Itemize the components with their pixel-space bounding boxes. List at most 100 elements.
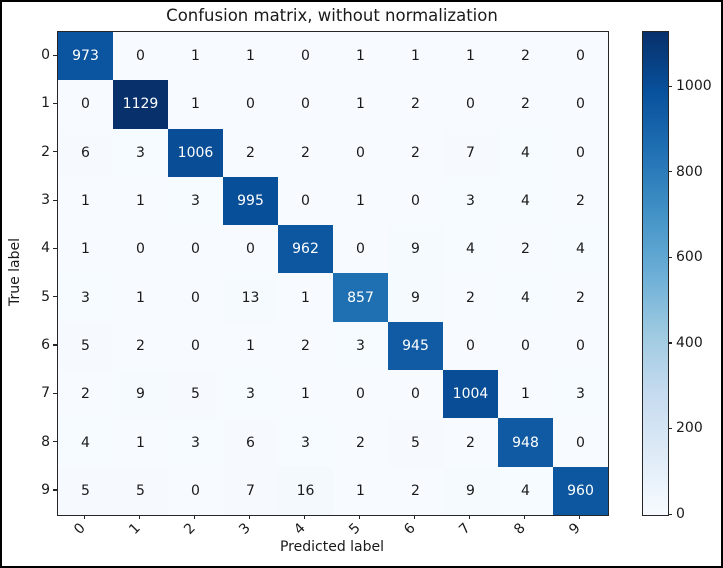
heatmap-cell: 4 — [498, 128, 553, 177]
x-tick-label: 0 — [70, 520, 89, 538]
heatmap-cell: 4 — [443, 225, 498, 274]
heatmap-cell: 2 — [553, 273, 608, 322]
heatmap-cell: 0 — [553, 32, 608, 81]
heatmap-cell: 0 — [278, 176, 333, 226]
y-tick-mark — [53, 247, 57, 250]
x-tick-label: 7 — [455, 520, 474, 538]
heatmap-cell: 9 — [388, 225, 443, 274]
heatmap-cell: 1 — [223, 321, 278, 371]
heatmap-cell: 3 — [113, 128, 168, 177]
heatmap-cell: 2 — [278, 128, 333, 177]
y-tick-label: 7 — [41, 385, 50, 402]
heatmap-cell: 1006 — [168, 128, 223, 177]
colorbar-tick-mark — [668, 513, 672, 515]
heatmap-cell: 0 — [553, 418, 608, 467]
x-tick-mark — [194, 515, 196, 519]
colorbar — [642, 31, 669, 516]
heatmap-cell: 1 — [333, 32, 388, 81]
heatmap-cell: 0 — [58, 80, 113, 129]
x-tick-label: 6 — [400, 520, 419, 538]
heatmap-cell: 1 — [58, 176, 113, 226]
colorbar-tick-label: 1000 — [676, 78, 712, 95]
heatmap-cell: 1129 — [113, 80, 168, 129]
heatmap-cell: 2 — [388, 80, 443, 129]
x-tick-mark — [84, 515, 86, 519]
heatmap-cell: 16 — [278, 466, 333, 515]
colorbar-tick-label: 200 — [676, 420, 703, 437]
heatmap-cell: 948 — [498, 418, 553, 467]
x-tick-mark — [249, 515, 251, 519]
x-tick-mark — [469, 515, 471, 519]
heatmap-cell: 5 — [388, 418, 443, 467]
heatmap-cell: 0 — [113, 32, 168, 81]
heatmap-cell: 0 — [553, 321, 608, 371]
heatmap-cell: 0 — [168, 321, 223, 371]
colorbar-tick-label: 800 — [676, 163, 703, 180]
heatmap-cell: 2 — [223, 128, 278, 177]
y-tick-label: 4 — [41, 240, 50, 257]
heatmap-cell: 0 — [113, 225, 168, 274]
heatmap-cell: 1 — [333, 176, 388, 226]
heatmap-cell: 3 — [223, 370, 278, 419]
y-tick-label: 6 — [41, 336, 50, 353]
x-tick-label: 2 — [180, 520, 199, 538]
y-tick-mark — [53, 296, 57, 298]
y-tick-mark — [53, 344, 57, 346]
heatmap-cell: 3 — [278, 418, 333, 467]
y-tick-label: 1 — [41, 95, 50, 112]
y-tick-mark — [53, 151, 57, 153]
colorbar-tick-mark — [668, 85, 672, 87]
x-axis-label: Predicted label — [279, 539, 385, 555]
heatmap-cell: 7 — [223, 466, 278, 515]
y-tick-label: 2 — [41, 143, 50, 160]
heatmap-cell: 1 — [388, 32, 443, 81]
heatmap-cell: 2 — [113, 321, 168, 371]
heatmap-cell: 2 — [333, 418, 388, 467]
y-tick-mark — [53, 199, 57, 201]
colorbar-tick-label: 0 — [676, 506, 685, 522]
heatmap-cell: 5 — [58, 321, 113, 371]
x-tick-mark — [524, 515, 526, 519]
heatmap-cell: 9 — [113, 370, 168, 419]
y-tick-mark — [53, 489, 57, 491]
x-tick-mark — [414, 515, 416, 519]
heatmap-cell: 0 — [498, 321, 553, 371]
heatmap-cell: 4 — [498, 273, 553, 322]
heatmap-cell: 0 — [333, 370, 388, 419]
heatmap-cell: 7 — [443, 128, 498, 177]
heatmap-cell: 3 — [168, 418, 223, 467]
y-tick-label: 0 — [41, 47, 50, 64]
heatmap-cell: 2 — [58, 370, 113, 419]
x-tick-mark — [359, 515, 361, 519]
heatmap-cell: 973 — [58, 32, 113, 81]
heatmap-cell: 2 — [553, 176, 608, 226]
x-tick-label: 1 — [125, 520, 144, 538]
chart-title: Confusion matrix, without normalization — [166, 6, 498, 25]
heatmap-cell: 2 — [443, 273, 498, 322]
heatmap-cell: 1 — [113, 273, 168, 322]
y-tick-mark — [53, 102, 57, 105]
heatmap-cell: 1 — [333, 80, 388, 129]
y-tick-label: 8 — [41, 433, 50, 450]
heatmap-cell: 960 — [553, 466, 608, 515]
heatmap-cell: 1 — [333, 466, 388, 515]
heatmap: 973 0 1 1 0 1 1 1 2 0 0 1129 1 0 0 1 2 0 2 0 6 3 1006 2 2 0 2 7 4 0 1 1… — [57, 31, 609, 516]
heatmap-cell: 2 — [498, 225, 553, 274]
colorbar-tick-mark — [668, 171, 672, 173]
colorbar-tick-mark — [668, 342, 672, 344]
y-tick-mark — [53, 441, 57, 443]
y-tick-label: 5 — [41, 288, 50, 305]
heatmap-cell: 2 — [278, 321, 333, 371]
heatmap-cell: 6 — [58, 128, 113, 177]
heatmap-cell: 0 — [553, 80, 608, 129]
heatmap-cell: 5 — [168, 370, 223, 419]
heatmap-cell: 1 — [113, 418, 168, 467]
y-tick-mark — [53, 54, 57, 56]
heatmap-cell: 3 — [443, 176, 498, 226]
heatmap-cell: 4 — [498, 466, 553, 515]
heatmap-cell: 0 — [168, 466, 223, 515]
heatmap-cell: 1004 — [443, 370, 498, 419]
heatmap-cell: 3 — [168, 176, 223, 226]
heatmap-cell: 4 — [58, 418, 113, 467]
